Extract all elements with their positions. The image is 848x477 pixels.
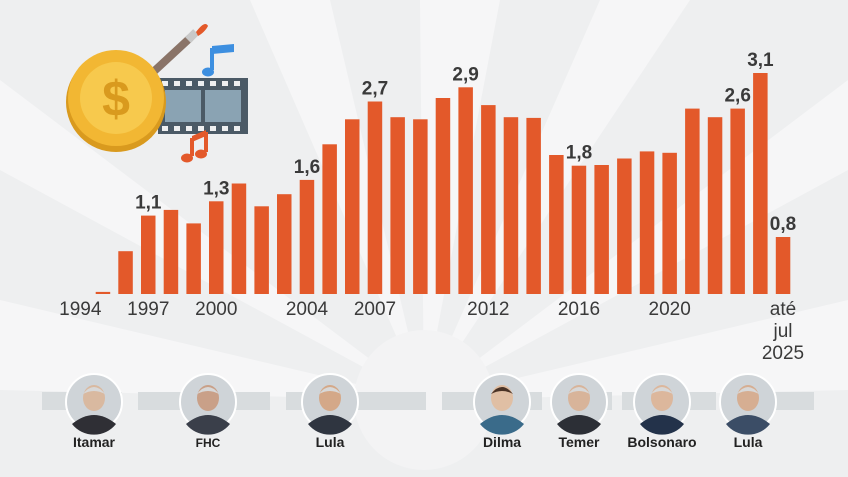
bar-2001	[231, 183, 247, 294]
coin-dollar-icon: $	[66, 50, 166, 152]
bar-2018	[617, 158, 632, 294]
bar-1998	[163, 209, 179, 294]
bar-2011	[458, 87, 473, 294]
data-label-2011: 2,9	[452, 64, 478, 85]
culture-illustration: $	[66, 24, 248, 163]
president-0: Itamar	[65, 373, 123, 450]
bar-2015	[549, 155, 564, 294]
data-label-até-jul-2025: 0,8	[770, 214, 796, 235]
portrait-hair-icon	[197, 387, 219, 394]
bar-1999	[186, 223, 201, 294]
x-tick-label: até	[770, 299, 796, 320]
data-label-2007: 2,7	[362, 79, 388, 100]
bar-2002	[254, 206, 269, 294]
bar-2004	[299, 179, 315, 294]
portrait-body-icon	[640, 415, 684, 435]
portrait-body-icon	[186, 415, 230, 435]
president-2: Lula	[301, 373, 359, 450]
president-4: Temer	[550, 373, 608, 450]
x-tick-label: 2020	[649, 299, 691, 320]
bar-2008	[390, 117, 405, 294]
president-name: FHC	[196, 436, 221, 450]
portrait-body-icon	[557, 415, 601, 435]
x-axis-tick-labels: 1994 1997 2000 2004 2007 2012 2016 2020 atéjul20…	[59, 299, 804, 364]
paintbrush-icon	[146, 24, 208, 79]
portrait-hair-icon	[737, 387, 759, 394]
film-strip-icon	[158, 78, 248, 134]
data-label-1997: 1,1	[135, 193, 162, 214]
data-labels: 1,1 1,3 1,6 2,7 2,9 1,8 2,6 3,1 0,8	[135, 50, 796, 235]
president-name: Bolsonaro	[627, 434, 696, 450]
president-name: Dilma	[483, 434, 521, 450]
bar-2024	[753, 73, 768, 294]
x-tick-label: 2016	[558, 299, 600, 320]
portrait-hair-icon	[651, 387, 673, 394]
bar-2012	[481, 105, 496, 294]
data-label-2023: 2,6	[724, 86, 750, 107]
president-3: Dilma	[473, 373, 531, 450]
x-tick-label: 2000	[195, 299, 237, 320]
president-1: FHC	[179, 373, 237, 450]
x-tick-label: 1994	[59, 299, 102, 320]
portrait-hair-icon	[491, 387, 513, 394]
bar-2020	[662, 152, 677, 294]
portrait-body-icon	[72, 415, 116, 435]
president-name: Temer	[559, 434, 601, 450]
portrait-hair-icon	[83, 387, 105, 394]
bar-2009	[413, 119, 428, 294]
data-label-2024: 3,1	[747, 50, 774, 71]
bar-2019	[639, 151, 655, 294]
portrait-body-icon	[308, 415, 352, 435]
x-tick-label: 2007	[354, 299, 396, 320]
svg-text:$: $	[102, 71, 130, 127]
bar-2016	[571, 165, 587, 294]
x-tick-label: 2012	[467, 299, 509, 320]
bar-1997	[141, 215, 156, 294]
portrait-hair-icon	[568, 387, 590, 394]
bar-2022	[707, 117, 723, 294]
portrait-body-icon	[480, 415, 524, 435]
bar-1996	[118, 251, 133, 294]
bar-series	[95, 73, 791, 295]
president-name: Lula	[316, 434, 345, 450]
bar-até-jul-2025	[775, 237, 791, 294]
president-name: Lula	[734, 434, 763, 450]
bar-1995	[95, 291, 111, 294]
x-tick-label: 2004	[286, 299, 329, 320]
bar-2003	[277, 194, 292, 294]
music-note-icon	[181, 44, 234, 163]
president-portraits: Itamar FHC Lula Dilma Temer Bolsonaro Lula	[65, 373, 777, 450]
president-5: Bolsonaro	[627, 373, 697, 450]
bar-2005	[322, 144, 337, 294]
portrait-hair-icon	[319, 387, 341, 394]
bar-2010	[435, 98, 451, 294]
bar-2007	[367, 101, 383, 294]
portrait-body-icon	[726, 415, 770, 435]
data-label-2016: 1,8	[566, 143, 592, 164]
bar-2017	[594, 165, 609, 294]
president-6: Lula	[719, 373, 777, 450]
data-label-2000: 1,3	[203, 178, 229, 199]
bar-2006	[345, 119, 360, 294]
bar-2014	[526, 117, 541, 295]
bar-2023	[730, 108, 745, 294]
president-name: Itamar	[73, 434, 116, 450]
bar-2013	[503, 117, 519, 294]
x-tick-label: jul	[772, 321, 792, 342]
bar-2021	[685, 108, 700, 294]
x-tick-label: 1997	[127, 299, 169, 320]
x-tick-label: 2025	[762, 343, 804, 364]
data-label-2004: 1,6	[294, 157, 320, 178]
bar-2000	[209, 201, 224, 294]
